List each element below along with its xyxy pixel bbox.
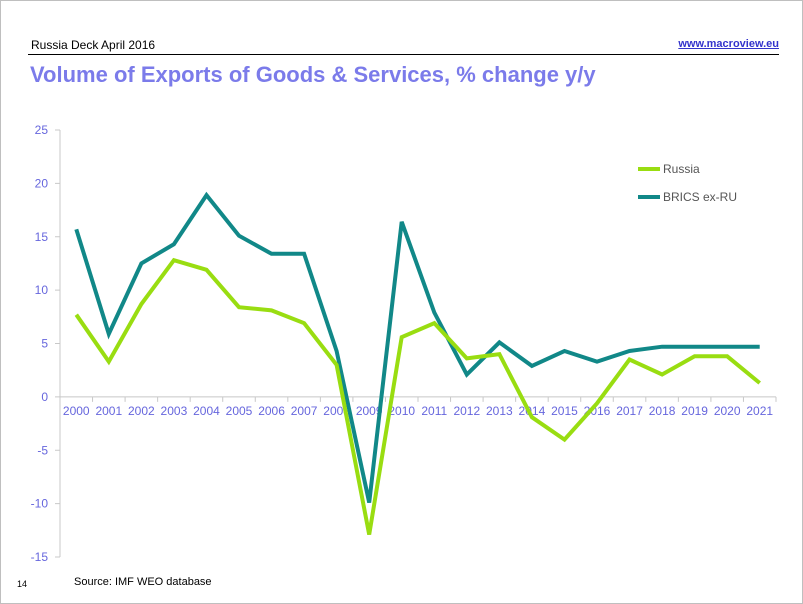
website-link[interactable]: www.macroview.eu	[678, 38, 779, 50]
x-tick-label: 2010	[388, 404, 415, 418]
source-note: Source: IMF WEO database	[74, 576, 212, 588]
deck-title: Russia Deck April 2016	[31, 38, 156, 52]
x-tick-label: 2009	[356, 404, 383, 418]
x-tick-label: 2018	[649, 404, 676, 418]
x-tick-label: 2011	[421, 404, 447, 418]
x-tick-label: 2020	[714, 404, 741, 418]
x-tick-label: 2017	[616, 404, 643, 418]
x-tick-label: 2005	[226, 404, 253, 418]
x-tick-label: 2003	[161, 404, 188, 418]
x-tick-label: 2012	[453, 404, 480, 418]
page-number: 14	[17, 579, 28, 589]
x-tick-label: 2001	[95, 404, 122, 418]
x-tick-label: 2021	[746, 404, 773, 418]
y-tick-label: -5	[37, 443, 48, 457]
y-tick-label: 5	[41, 337, 48, 351]
y-tick-label: 10	[35, 283, 49, 297]
x-tick-label: 2002	[128, 404, 155, 418]
x-tick-label: 2004	[193, 404, 220, 418]
chart-series	[74, 191, 761, 535]
x-tick-label: 2013	[486, 404, 513, 418]
y-tick-label: -10	[31, 497, 49, 511]
y-tick-label: 0	[41, 390, 48, 404]
series-line-russia	[74, 257, 761, 535]
y-tick-label: 15	[35, 230, 49, 244]
y-tick-label: 25	[35, 123, 49, 137]
x-tick-label: 2007	[291, 404, 318, 418]
y-tick-label: -15	[31, 550, 49, 564]
legend-label-russia: Russia	[663, 162, 700, 176]
x-tick-label: 2006	[258, 404, 285, 418]
legend-label-brics-ex-ru: BRICS ex-RU	[663, 190, 737, 204]
header-divider	[28, 54, 779, 55]
series-line-brics-ex-ru	[74, 191, 760, 504]
x-tick-label: 2016	[584, 404, 611, 418]
chart-axes: -15 -10 -5 0 5 10 15 20 25 2000 2001 2002 2003 2004 20…	[31, 123, 777, 564]
y-tick-label: 20	[35, 176, 49, 190]
x-tick-label: 2015	[551, 404, 578, 418]
chart-legend: Russia BRICS ex-RU	[638, 162, 737, 204]
x-tick-label: 2019	[681, 404, 708, 418]
slide-title: Volume of Exports of Goods & Services, %…	[30, 62, 596, 87]
x-tick-label: 2000	[63, 404, 90, 418]
